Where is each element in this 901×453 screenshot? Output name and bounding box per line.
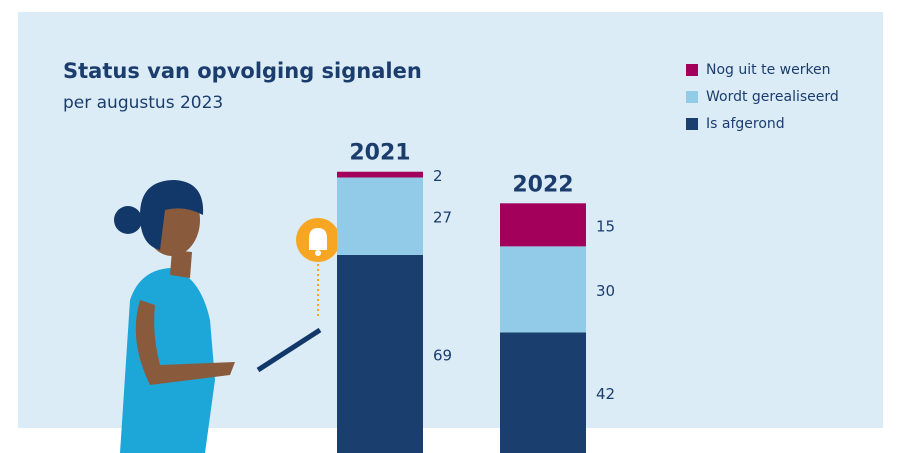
category-label: 2021 xyxy=(349,141,410,166)
legend-swatch xyxy=(686,64,698,76)
value-label: 27 xyxy=(433,209,452,227)
legend-label: Wordt gerealiseerd xyxy=(706,89,839,105)
bar-segment xyxy=(500,246,586,332)
legend-swatch xyxy=(686,91,698,103)
bar-segment xyxy=(337,172,423,178)
category-label: 2022 xyxy=(512,172,573,197)
bar-segment xyxy=(337,177,423,254)
bar-segment xyxy=(500,332,586,453)
legend-label: Nog uit te werken xyxy=(706,62,831,78)
chart-title: Status van opvolging signalen xyxy=(63,59,422,83)
value-label: 42 xyxy=(596,385,615,403)
value-label: 15 xyxy=(596,217,615,235)
chart-subtitle: per augustus 2023 xyxy=(63,93,223,113)
chart: Status van opvolging signalen per august… xyxy=(0,0,901,453)
value-label: 2 xyxy=(433,167,443,185)
bar-segment xyxy=(337,255,423,453)
value-label: 69 xyxy=(433,346,452,364)
value-label: 30 xyxy=(596,282,615,300)
legend-swatch xyxy=(686,118,698,130)
bar-segment xyxy=(500,203,586,246)
legend-label: Is afgerond xyxy=(706,116,785,132)
